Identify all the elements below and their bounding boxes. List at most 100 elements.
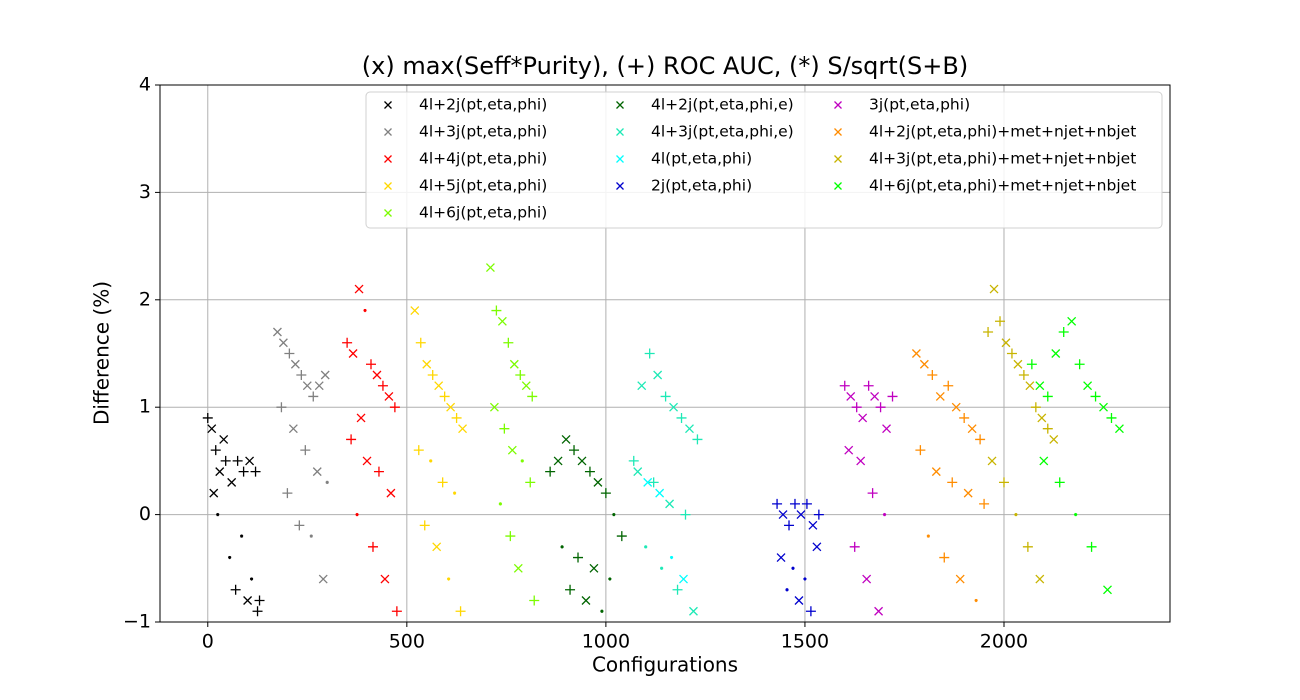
point [813,509,824,520]
point [210,445,221,456]
point [689,606,698,616]
point [593,477,603,487]
point [521,381,531,391]
point [565,584,576,595]
point [856,456,866,466]
point [209,488,219,498]
point [325,480,329,485]
point [805,606,816,617]
y-tick-label: 3 [139,181,151,203]
point [931,467,941,477]
point [653,370,663,380]
point [600,488,611,499]
y-axis-label: Difference (%) [90,281,114,425]
point [386,488,396,498]
point [384,392,394,401]
point [573,552,584,563]
point [355,512,359,517]
point [1037,413,1047,423]
point [951,402,961,412]
point [513,563,523,573]
point [1013,359,1023,369]
point [529,595,540,606]
point [560,545,564,549]
point [437,477,448,488]
point [309,534,313,538]
point [232,455,243,466]
point [926,534,931,538]
point [1042,391,1053,402]
point [963,488,973,498]
point [507,445,517,455]
point [434,381,444,391]
point [643,545,648,549]
point [509,359,519,369]
point [503,337,514,348]
y-tick-label: −1 [123,611,151,633]
point [679,574,688,584]
y-tick-label: 0 [139,503,151,525]
point [858,413,868,423]
point [975,434,986,445]
legend-marker [616,128,624,136]
point [389,402,400,413]
point [294,520,305,531]
point [1035,381,1045,391]
point [485,263,495,273]
point [1067,316,1077,326]
point [644,348,655,359]
legend-marker [616,182,624,190]
point [367,541,378,552]
point [432,542,442,552]
point [249,577,254,581]
point [354,284,364,294]
point [680,509,691,520]
legend-label: 4l+3j(pt,eta,phi,e) [651,123,794,141]
point [363,308,367,313]
point [577,456,587,466]
point [967,424,977,434]
point [862,574,872,584]
point [875,402,886,413]
point [491,305,502,316]
point [1099,402,1108,412]
point [505,531,516,542]
point [665,499,675,509]
point [219,434,229,444]
point [874,606,884,616]
legend-label: 4l+2j(pt,eta,phi) [419,96,547,114]
point [808,520,818,530]
legend-marker [616,155,624,163]
legend-label: 4l(pt,eta,phi) [651,150,752,168]
point [974,598,978,603]
point [553,456,563,466]
point [608,577,612,581]
point [372,370,382,380]
point [455,606,466,617]
point [312,467,322,477]
point [785,588,789,592]
point [497,316,507,326]
point [1083,381,1093,391]
point [342,337,353,348]
point [983,327,994,338]
point [356,413,366,423]
point [655,488,665,498]
point [911,349,921,358]
point [419,520,430,531]
point [278,338,288,348]
point [362,456,372,466]
point [839,380,850,391]
point [628,455,639,466]
legend-marker [616,101,624,109]
point [238,466,249,477]
x-tick-label: 1000 [582,631,630,653]
point [282,488,293,499]
point [215,467,225,477]
point [669,402,679,412]
point [796,510,806,520]
point [846,392,856,401]
point [250,466,261,477]
point [348,349,358,358]
